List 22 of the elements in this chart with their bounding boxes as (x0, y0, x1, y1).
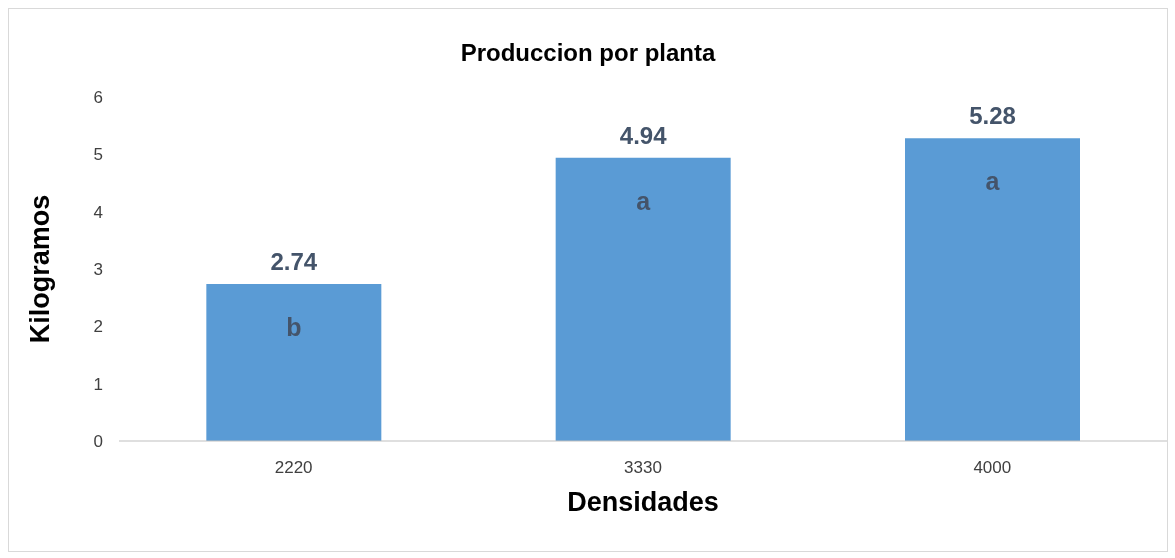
annotation: a (636, 186, 652, 215)
data-label: 2.74 (270, 247, 318, 275)
x-axis-title: Densidades (567, 487, 719, 517)
y-tick-label: 5 (93, 145, 103, 165)
y-tick-label: 2 (93, 317, 103, 337)
bar (555, 157, 731, 441)
y-tick-label: 0 (93, 432, 103, 452)
x-tick-label: 3330 (624, 458, 662, 478)
y-axis-title: Kilogramos (24, 194, 55, 344)
y-tick-label: 3 (93, 260, 103, 280)
x-tick-label: 4000 (973, 458, 1012, 478)
chart-title: Produccion por planta (459, 39, 717, 67)
y-tick-label: 6 (93, 88, 103, 108)
data-label: 5.28 (969, 102, 1016, 130)
annotation: a (985, 167, 1001, 196)
y-tick-label: 1 (93, 374, 103, 394)
bar (206, 283, 382, 441)
annotation: b (286, 312, 302, 341)
bar (905, 138, 1080, 441)
data-label: 4.94 (619, 121, 668, 149)
y-tick-label: 4 (93, 202, 103, 222)
x-tick-label: 2220 (274, 458, 313, 478)
